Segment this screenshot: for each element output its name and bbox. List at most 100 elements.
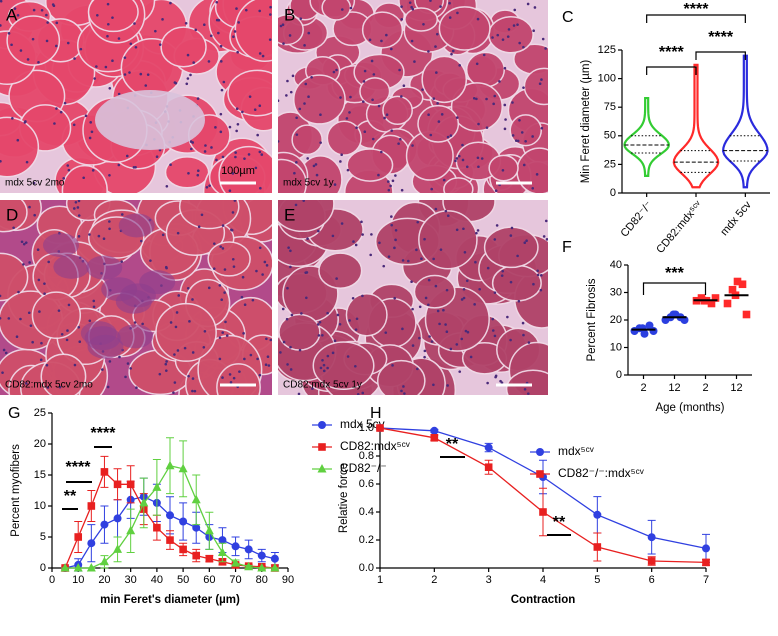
- nucleus: [88, 233, 91, 236]
- nucleus: [436, 309, 440, 313]
- point: [738, 280, 747, 289]
- nucleus: [449, 134, 453, 137]
- nucleus: [254, 166, 258, 170]
- nucleus: [38, 310, 41, 313]
- nucleus: [295, 133, 299, 136]
- nucleus: [267, 364, 271, 367]
- nucleus: [175, 311, 179, 314]
- nucleus: [258, 246, 262, 250]
- image-caption: mdx 5cv 2mo: [5, 178, 65, 189]
- y-tick-label: 20: [610, 314, 622, 326]
- nucleus: [486, 266, 490, 270]
- point: [536, 470, 544, 478]
- nucleus: [509, 280, 513, 284]
- nucleus: [535, 173, 539, 176]
- y-tick-label: 0.8: [359, 450, 374, 462]
- nucleus: [457, 154, 461, 158]
- bracket: [646, 14, 746, 23]
- point: [270, 554, 279, 563]
- nucleus: [123, 73, 127, 76]
- fiber: [523, 67, 548, 106]
- nucleus: [427, 278, 431, 282]
- panel-letter: E: [284, 205, 295, 224]
- nucleus: [462, 296, 466, 300]
- nucleus: [544, 219, 548, 223]
- x-tick-label: 20: [98, 574, 110, 586]
- nucleus: [545, 238, 548, 241]
- nucleus: [235, 107, 239, 111]
- image-caption: mdx 5cv 1y: [283, 178, 334, 189]
- nucleus: [134, 45, 138, 49]
- nucleus: [477, 165, 480, 169]
- nucleus: [228, 373, 232, 376]
- y-axis-label: Percent myofibers: [10, 444, 22, 537]
- nucleus: [434, 284, 438, 288]
- nucleus: [45, 13, 48, 17]
- nucleus: [491, 36, 494, 39]
- nucleus: [506, 315, 509, 319]
- nucleus: [533, 6, 537, 9]
- nucleus: [317, 229, 320, 233]
- nucleus: [223, 268, 227, 271]
- nucleus: [126, 362, 130, 365]
- nucleus: [522, 333, 525, 337]
- nucleus: [363, 130, 367, 133]
- fiber: [505, 369, 548, 395]
- nucleus: [372, 73, 376, 76]
- nucleus: [282, 340, 286, 344]
- nucleus: [154, 29, 157, 33]
- nucleus: [187, 171, 190, 175]
- nucleus: [77, 200, 81, 203]
- y-tick-label: 125: [598, 44, 616, 56]
- nucleus: [411, 144, 414, 147]
- nucleus: [229, 380, 233, 384]
- nucleus: [27, 311, 31, 315]
- nucleus: [107, 22, 110, 26]
- nucleus: [361, 391, 365, 395]
- nucleus: [186, 77, 190, 80]
- fiber: [483, 226, 539, 269]
- fiber: [164, 156, 210, 189]
- x-tick-label: 12: [730, 382, 742, 394]
- fiber: [516, 147, 548, 193]
- nucleus: [340, 222, 344, 225]
- significance: ****: [684, 1, 710, 18]
- nucleus: [295, 116, 298, 120]
- nucleus: [169, 321, 173, 324]
- nucleus: [333, 183, 337, 186]
- nucleus: [321, 333, 324, 337]
- nucleus: [286, 286, 289, 290]
- point: [73, 563, 83, 572]
- y-tick-label: 10: [34, 500, 46, 512]
- y-tick-label: 50: [604, 130, 616, 142]
- nucleus: [263, 260, 267, 264]
- nucleus: [73, 57, 76, 60]
- nucleus: [444, 209, 448, 213]
- nucleus: [304, 82, 308, 86]
- nucleus: [351, 296, 355, 300]
- x-tick-label: 50: [177, 574, 189, 586]
- nucleus: [213, 242, 216, 245]
- nucleus: [240, 295, 244, 299]
- nucleus: [400, 95, 403, 98]
- nucleus: [72, 123, 76, 127]
- nucleus: [129, 42, 133, 46]
- nucleus: [430, 187, 434, 191]
- x-tick-label: 2: [702, 382, 708, 394]
- y-tick-label: 75: [604, 101, 616, 113]
- nucleus: [352, 240, 355, 243]
- point: [647, 533, 656, 542]
- nucleus: [362, 80, 366, 83]
- nucleus: [501, 269, 505, 273]
- nucleus: [393, 246, 396, 250]
- nucleus: [326, 354, 330, 358]
- nucleus: [408, 1, 412, 4]
- nucleus: [220, 88, 224, 92]
- nucleus: [202, 345, 206, 349]
- nucleus: [101, 368, 104, 371]
- nucleus: [108, 173, 111, 177]
- nucleus: [183, 346, 187, 350]
- nucleus: [317, 334, 321, 337]
- panel-letter: D: [6, 205, 18, 224]
- nucleus: [333, 339, 337, 343]
